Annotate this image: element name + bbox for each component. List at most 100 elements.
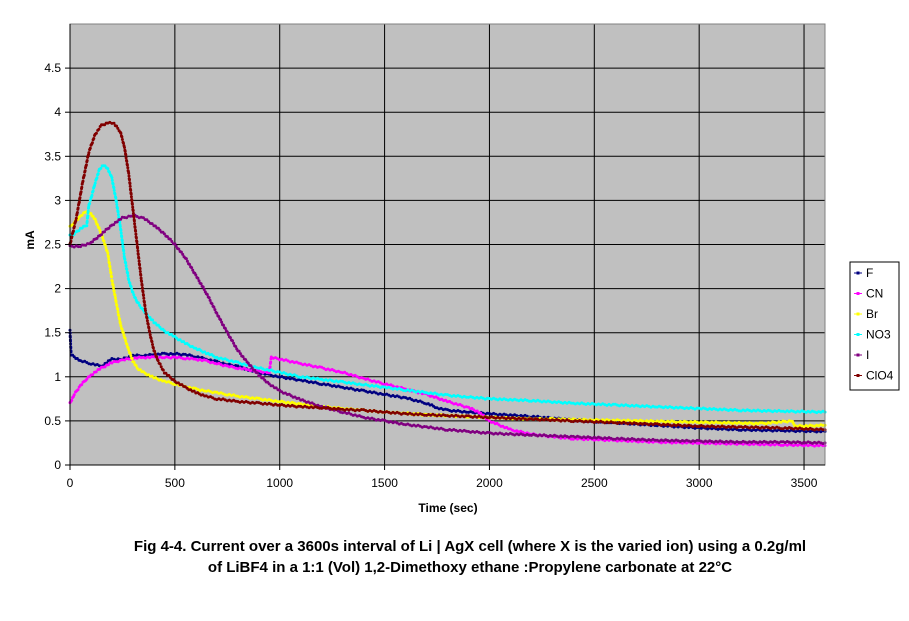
data-point <box>79 190 83 194</box>
data-point <box>146 322 150 326</box>
data-point <box>72 393 76 397</box>
y-tick-label: 2 <box>54 282 61 296</box>
data-point <box>191 268 195 272</box>
data-point <box>74 216 78 220</box>
x-tick-label: 3500 <box>791 476 818 490</box>
data-point <box>121 245 125 249</box>
data-point <box>85 377 89 381</box>
data-point <box>297 396 301 400</box>
data-point <box>124 156 128 160</box>
data-point <box>115 304 119 307</box>
data-point <box>118 225 122 228</box>
data-point <box>116 307 120 311</box>
data-point <box>197 279 201 283</box>
data-point <box>120 138 124 141</box>
data-point <box>72 225 76 228</box>
data-point <box>171 355 175 359</box>
data-point <box>208 298 212 302</box>
data-point <box>267 371 271 375</box>
data-point <box>122 333 126 337</box>
data-point <box>134 236 138 240</box>
data-point <box>151 343 154 346</box>
legend-label: CN <box>866 287 883 301</box>
data-point <box>126 166 130 170</box>
data-point <box>238 352 242 356</box>
legend-marker <box>856 353 860 357</box>
data-point <box>111 283 115 287</box>
data-point <box>128 351 132 355</box>
data-point <box>116 213 120 217</box>
data-point <box>695 425 699 428</box>
x-tick-label: 3000 <box>686 476 713 490</box>
data-point <box>119 131 123 135</box>
data-point <box>632 419 636 422</box>
data-point <box>136 253 140 256</box>
data-point <box>100 233 103 237</box>
data-point <box>113 192 117 196</box>
data-point <box>117 314 121 317</box>
data-point <box>194 273 198 277</box>
data-point <box>103 243 107 247</box>
data-point <box>86 214 90 218</box>
data-point <box>129 188 133 192</box>
data-point <box>202 288 206 291</box>
data-point <box>143 304 147 308</box>
data-point <box>181 252 185 256</box>
data-point <box>120 327 124 331</box>
data-point <box>127 174 131 178</box>
data-point <box>118 317 122 321</box>
data-point <box>120 239 124 243</box>
y-tick-label: 3 <box>54 193 61 207</box>
data-point <box>145 319 149 323</box>
series-layer <box>68 120 827 448</box>
data-point <box>132 360 136 364</box>
data-point <box>116 310 120 314</box>
data-point <box>226 333 230 336</box>
data-point <box>88 198 92 202</box>
data-point <box>80 383 84 387</box>
data-point <box>144 312 148 316</box>
data-point <box>737 440 741 444</box>
data-point <box>185 259 189 263</box>
data-point <box>139 276 143 280</box>
data-point <box>115 203 119 206</box>
data-point <box>116 210 120 214</box>
data-point <box>140 283 144 287</box>
data-point <box>126 271 130 275</box>
data-point <box>138 267 142 271</box>
data-point <box>232 341 236 345</box>
data-point <box>153 349 157 353</box>
data-point <box>119 228 123 232</box>
x-tick-label: 500 <box>165 476 185 490</box>
data-point <box>133 296 137 300</box>
data-point <box>123 257 127 261</box>
data-point <box>165 235 169 239</box>
data-point <box>93 217 97 221</box>
data-point <box>125 216 129 220</box>
data-point <box>144 309 147 313</box>
data-point <box>611 437 615 441</box>
data-point <box>130 287 134 291</box>
data-point <box>77 200 81 204</box>
data-point <box>222 323 225 327</box>
data-point <box>145 316 149 320</box>
data-point <box>147 326 151 330</box>
data-point <box>129 354 133 358</box>
x-tick-label: 2500 <box>581 476 608 490</box>
data-point <box>142 294 145 297</box>
legend-label: NO3 <box>866 328 891 342</box>
data-point <box>210 302 214 306</box>
data-point <box>123 149 127 153</box>
data-point <box>225 330 229 334</box>
data-point <box>81 179 85 183</box>
data-point <box>135 242 139 246</box>
data-point <box>99 166 103 170</box>
legend-box <box>849 261 900 391</box>
data-point <box>115 200 118 204</box>
data-point <box>142 300 146 304</box>
data-point <box>138 270 142 273</box>
data-point <box>205 293 209 296</box>
data-point <box>140 280 144 283</box>
data-point <box>134 364 138 367</box>
data-point <box>76 245 80 249</box>
